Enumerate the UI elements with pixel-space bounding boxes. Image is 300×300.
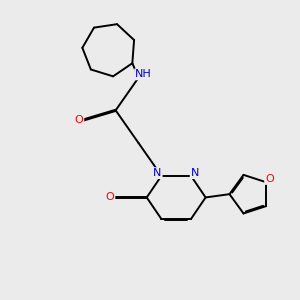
Text: O: O	[106, 192, 115, 203]
Text: NH: NH	[135, 69, 152, 79]
Text: N: N	[190, 168, 199, 178]
Text: O: O	[265, 174, 274, 184]
Text: O: O	[75, 115, 83, 125]
Text: N: N	[153, 168, 162, 178]
